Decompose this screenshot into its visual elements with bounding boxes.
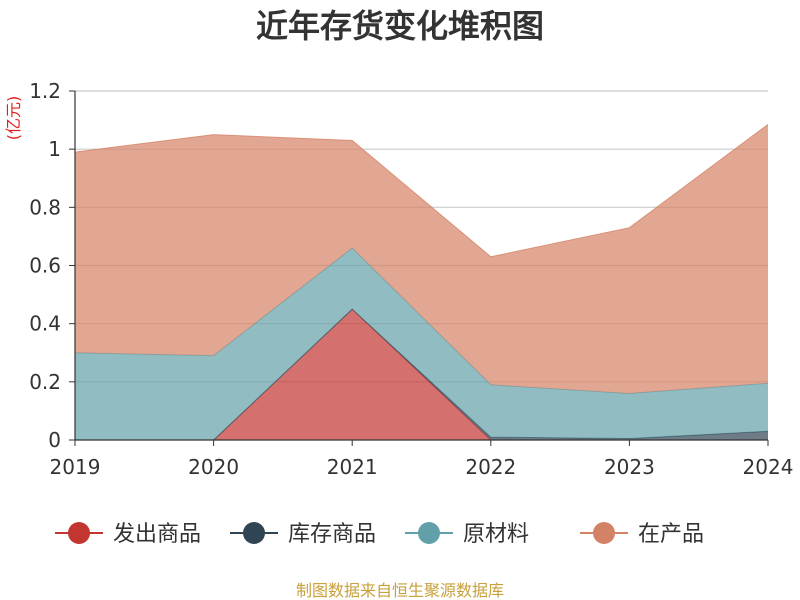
x-tick-label: 2021 [327, 455, 378, 479]
y-tick-label: 0 [48, 428, 61, 452]
legend: 发出商品 库存商品 原材料 在产品 [55, 522, 704, 547]
x-tick-label: 2020 [188, 455, 239, 479]
legend-item: 发出商品 [55, 522, 201, 547]
y-tick-label: 0.2 [29, 370, 61, 394]
y-tick-label: 1.2 [29, 79, 61, 103]
x-tick-label: 2022 [465, 455, 516, 479]
legend-label: 库存商品 [288, 522, 376, 547]
x-tick-label: 2023 [604, 455, 655, 479]
legend-marker [418, 522, 440, 544]
legend-label: 原材料 [463, 522, 529, 547]
y-tick-label: 1 [48, 137, 61, 161]
legend-label: 在产品 [638, 522, 704, 547]
area-库存商品 [75, 309, 768, 440]
series-line-在产品 [74, 124, 769, 258]
legend-item: 库存商品 [230, 522, 376, 547]
legend-item: 原材料 [405, 522, 529, 547]
area-series-layer [74, 124, 769, 441]
legend-marker [68, 522, 90, 544]
y-tick-label: 0.6 [29, 254, 61, 278]
legend-marker [243, 522, 265, 544]
axes: 0 0.2 0.4 0.6 0.8 1 1.2 2019 2020 2021 2022 2023 202… [29, 79, 793, 479]
legend-item: 在产品 [580, 522, 704, 547]
chart-title: 近年存货变化堆积图 [256, 7, 544, 45]
x-tick-label: 2019 [50, 455, 101, 479]
y-tick-label: 0.4 [29, 312, 61, 336]
legend-marker [593, 522, 615, 544]
source-note: 制图数据来自恒生聚源数据库 [296, 581, 504, 600]
area-在产品 [75, 124, 768, 394]
area-原材料 [75, 248, 768, 440]
x-tick-label: 2024 [743, 455, 794, 479]
legend-label: 发出商品 [113, 522, 201, 547]
y-axis-unit-label: (亿元) [4, 96, 23, 141]
y-tick-label: 0.8 [29, 195, 61, 219]
